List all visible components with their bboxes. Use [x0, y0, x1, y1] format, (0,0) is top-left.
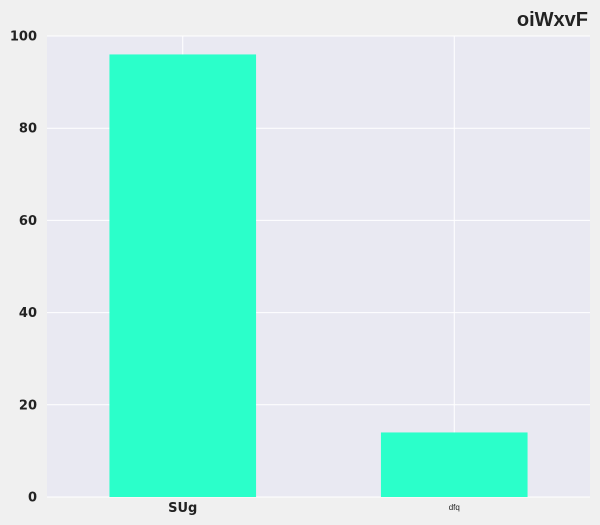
bar-SUg — [109, 54, 257, 497]
x-tick-label: dfq — [449, 503, 460, 512]
x-tick-label: SUg — [168, 501, 197, 516]
y-tick-label: 80 — [19, 122, 37, 137]
bar-dfq — [380, 432, 528, 497]
x-axis-ticks: SUg dfq — [168, 501, 460, 516]
chart-title: oiWxvF — [517, 9, 588, 31]
y-tick-label: 60 — [19, 214, 37, 229]
bars — [109, 54, 528, 497]
y-tick-label: 0 — [28, 491, 37, 506]
y-tick-label: 100 — [10, 30, 37, 45]
y-tick-label: 20 — [19, 398, 37, 413]
y-tick-label: 40 — [19, 306, 37, 321]
y-axis-ticks: 0 20 40 60 80 100 — [10, 30, 37, 506]
